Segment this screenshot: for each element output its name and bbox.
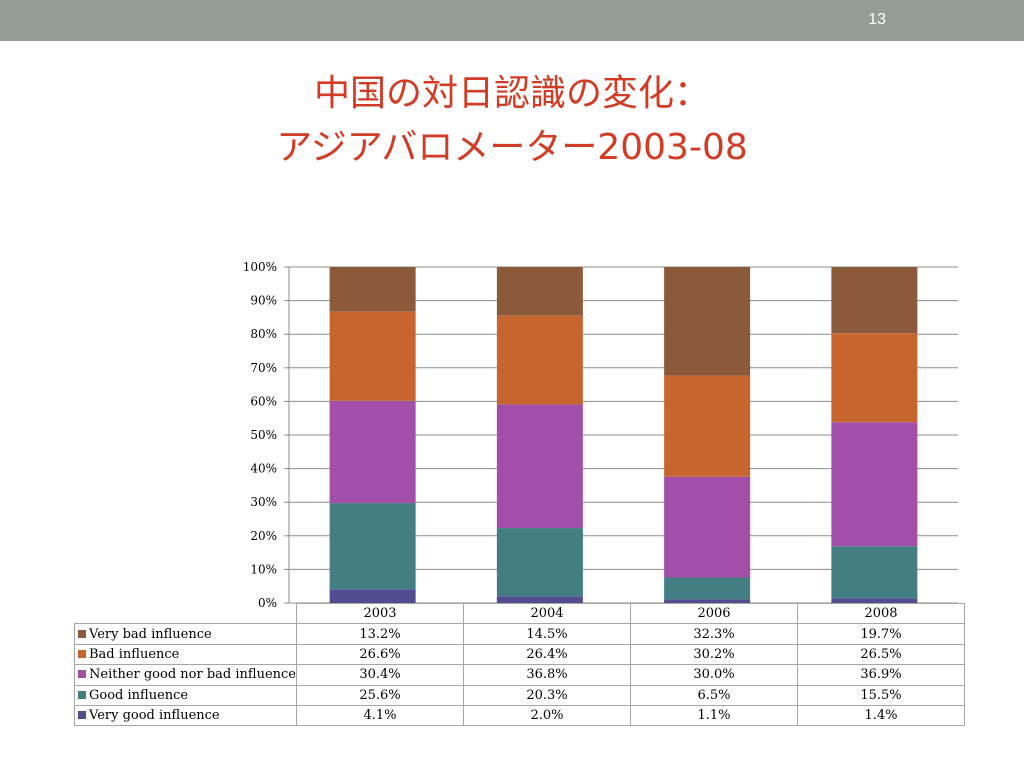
bars <box>329 267 918 603</box>
series-name: Very good influence <box>89 708 220 724</box>
legend-swatch <box>78 690 86 699</box>
bar-segment <box>329 267 416 312</box>
table-column-header: 2003 <box>295 602 464 625</box>
table-cell-value: 20.3% <box>462 684 631 706</box>
table-cell-value: 26.4% <box>462 643 631 666</box>
bar-segment <box>664 375 751 477</box>
table-column-header: 2008 <box>796 602 965 625</box>
table-corner <box>74 603 297 625</box>
legend-swatch <box>78 649 86 658</box>
series-legend-cell: Very bad influence <box>74 623 297 645</box>
bar-segment <box>496 528 583 597</box>
table-cell-value: 36.9% <box>796 664 965 686</box>
legend-swatch <box>78 670 86 679</box>
y-tick-label: 70% <box>250 361 277 375</box>
y-tick-label: 60% <box>250 394 277 408</box>
bar-segment <box>496 267 583 316</box>
table-cell-value: 2.0% <box>462 704 631 727</box>
series-name: Neither good nor bad influence <box>89 667 296 683</box>
slide-number: 13 <box>868 11 886 28</box>
bar-segment <box>664 267 751 376</box>
table-row: Good influence 25.6% 20.3% 6.5% 15.5% <box>74 684 965 706</box>
series-legend-cell: Very good influence <box>74 704 297 727</box>
table-cell-value: 25.6% <box>295 684 464 706</box>
y-tick-label: 40% <box>250 462 277 476</box>
table-cell-value: 14.5% <box>462 623 631 645</box>
bar-segment <box>664 599 751 603</box>
slide-title-line-2: アジアバロメーター2003-08 <box>276 127 748 168</box>
table-cell-value: 1.4% <box>796 704 965 727</box>
y-tick-label: 10% <box>250 562 277 576</box>
table-cell-value: 36.8% <box>462 664 631 686</box>
y-tick-label: 90% <box>250 294 277 308</box>
table-column-header: 2004 <box>462 602 631 625</box>
bar-segment <box>496 596 583 603</box>
y-tick-label: 50% <box>250 428 277 442</box>
table-row: Neither good nor bad influence 30.4% 36.8%… <box>74 664 965 686</box>
table-cell-value: 32.3% <box>629 623 798 645</box>
bar-segment <box>329 311 416 401</box>
bar-segment <box>664 577 751 600</box>
bar-segment <box>329 589 416 603</box>
table-cell-value: 13.2% <box>295 623 464 645</box>
table-header-row: 2003 2004 2006 2008 <box>74 602 965 625</box>
table-cell-value: 6.5% <box>629 684 798 706</box>
bar-segment <box>831 598 918 603</box>
table-row: Very bad influence 13.2% 14.5% 32.3% 19.7% <box>74 623 965 645</box>
bar-segment <box>329 503 416 590</box>
series-legend-cell: Bad influence <box>74 643 297 666</box>
table-row: Very good influence 4.1% 2.0% 1.1% 1.4% <box>74 704 965 727</box>
series-name: Very bad influence <box>89 626 212 642</box>
table-cell-value: 30.0% <box>629 664 798 686</box>
y-tick-label: 80% <box>250 327 277 341</box>
table-cell-value: 19.7% <box>796 623 965 645</box>
bar-segment <box>664 476 751 578</box>
bar-segment <box>831 267 918 334</box>
table-cell-value: 30.4% <box>295 664 464 686</box>
series-legend-cell: Neither good nor bad influence <box>74 664 297 686</box>
table-cell-value: 1.1% <box>629 704 798 727</box>
bar-segment <box>329 400 416 504</box>
table-row: Bad influence 26.6% 26.4% 30.2% 26.5% <box>74 643 965 666</box>
legend-swatch <box>78 711 86 720</box>
series-name: Bad influence <box>89 646 180 662</box>
table-cell-value: 15.5% <box>796 684 965 706</box>
y-tick-label: 100% <box>243 260 277 274</box>
series-name: Good influence <box>89 687 189 703</box>
top-bar: 13 <box>0 0 1024 41</box>
table-cell-value: 26.5% <box>796 643 965 666</box>
bar-segment <box>496 404 583 529</box>
bar-segment <box>496 315 583 405</box>
slide-title-line-1: 中国の対日認識の変化： <box>313 73 710 114</box>
table-column-header: 2006 <box>629 602 798 625</box>
data-table: 2003 2004 2006 2008 Very bad influence 13.2%… <box>74 602 965 727</box>
y-tick-label: 20% <box>250 529 277 543</box>
table-cell-value: 30.2% <box>629 643 798 666</box>
table-cell-value: 26.6% <box>295 643 464 666</box>
legend-swatch <box>78 629 86 638</box>
bar-segment <box>831 546 918 599</box>
table-cell-value: 4.1% <box>295 704 464 727</box>
y-tick-label: 30% <box>250 495 277 509</box>
table-body: Very bad influence 13.2% 14.5% 32.3% 19.7% Ba… <box>74 623 965 727</box>
bar-segment <box>831 422 918 547</box>
bar-segment <box>831 333 918 423</box>
y-axis-ticks: 0%10%20%30%40%50%60%70%80%90%100% <box>243 260 290 610</box>
series-legend-cell: Good influence <box>74 684 297 706</box>
